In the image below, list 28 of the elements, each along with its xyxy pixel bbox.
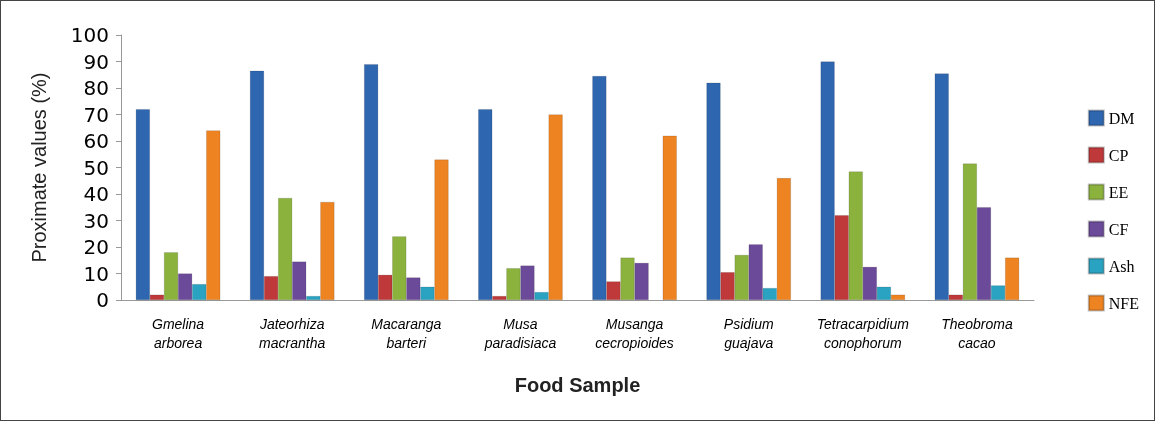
y-tick-label: 30 xyxy=(83,208,109,233)
y-axis-title: Proximate values (%) xyxy=(28,72,50,263)
x-tick-label: Jateorhiza macrantha xyxy=(258,315,326,351)
legend-label: CP xyxy=(1108,146,1129,164)
bar xyxy=(662,135,677,300)
x-tick-label: Tetracarpidium conophorum xyxy=(816,315,910,351)
x-tick-label: Musanga cecropioides xyxy=(595,315,674,351)
y-tick-label: 10 xyxy=(83,261,109,286)
y-tick-label: 100 xyxy=(70,23,109,47)
legend-label: DM xyxy=(1108,109,1135,127)
y-tick-label: 70 xyxy=(83,102,109,127)
y-tick-label: 0 xyxy=(96,288,109,312)
x-tick-label: Macaranga barteri xyxy=(371,315,442,351)
y-tick-label: 60 xyxy=(83,129,109,153)
x-tick-label: Musa paradisiaca xyxy=(483,315,557,351)
y-tick-label: 20 xyxy=(83,235,109,259)
x-tick-label: Psidium guajava xyxy=(723,315,774,351)
x-tick-label: Theobroma cacao xyxy=(941,315,1013,351)
y-tick-label: 80 xyxy=(83,76,109,100)
y-tick-label: 50 xyxy=(83,155,109,180)
legend-label: NFE xyxy=(1108,294,1140,312)
legend-label: EE xyxy=(1108,183,1129,201)
legend-label: CF xyxy=(1108,220,1129,238)
x-axis-title: Food Sample xyxy=(514,374,641,396)
legend-label: Ash xyxy=(1108,257,1135,275)
x-tick-label: Gmelina arborea xyxy=(151,315,205,351)
y-tick-label: 40 xyxy=(83,182,109,206)
y-tick-label: 90 xyxy=(83,49,109,74)
